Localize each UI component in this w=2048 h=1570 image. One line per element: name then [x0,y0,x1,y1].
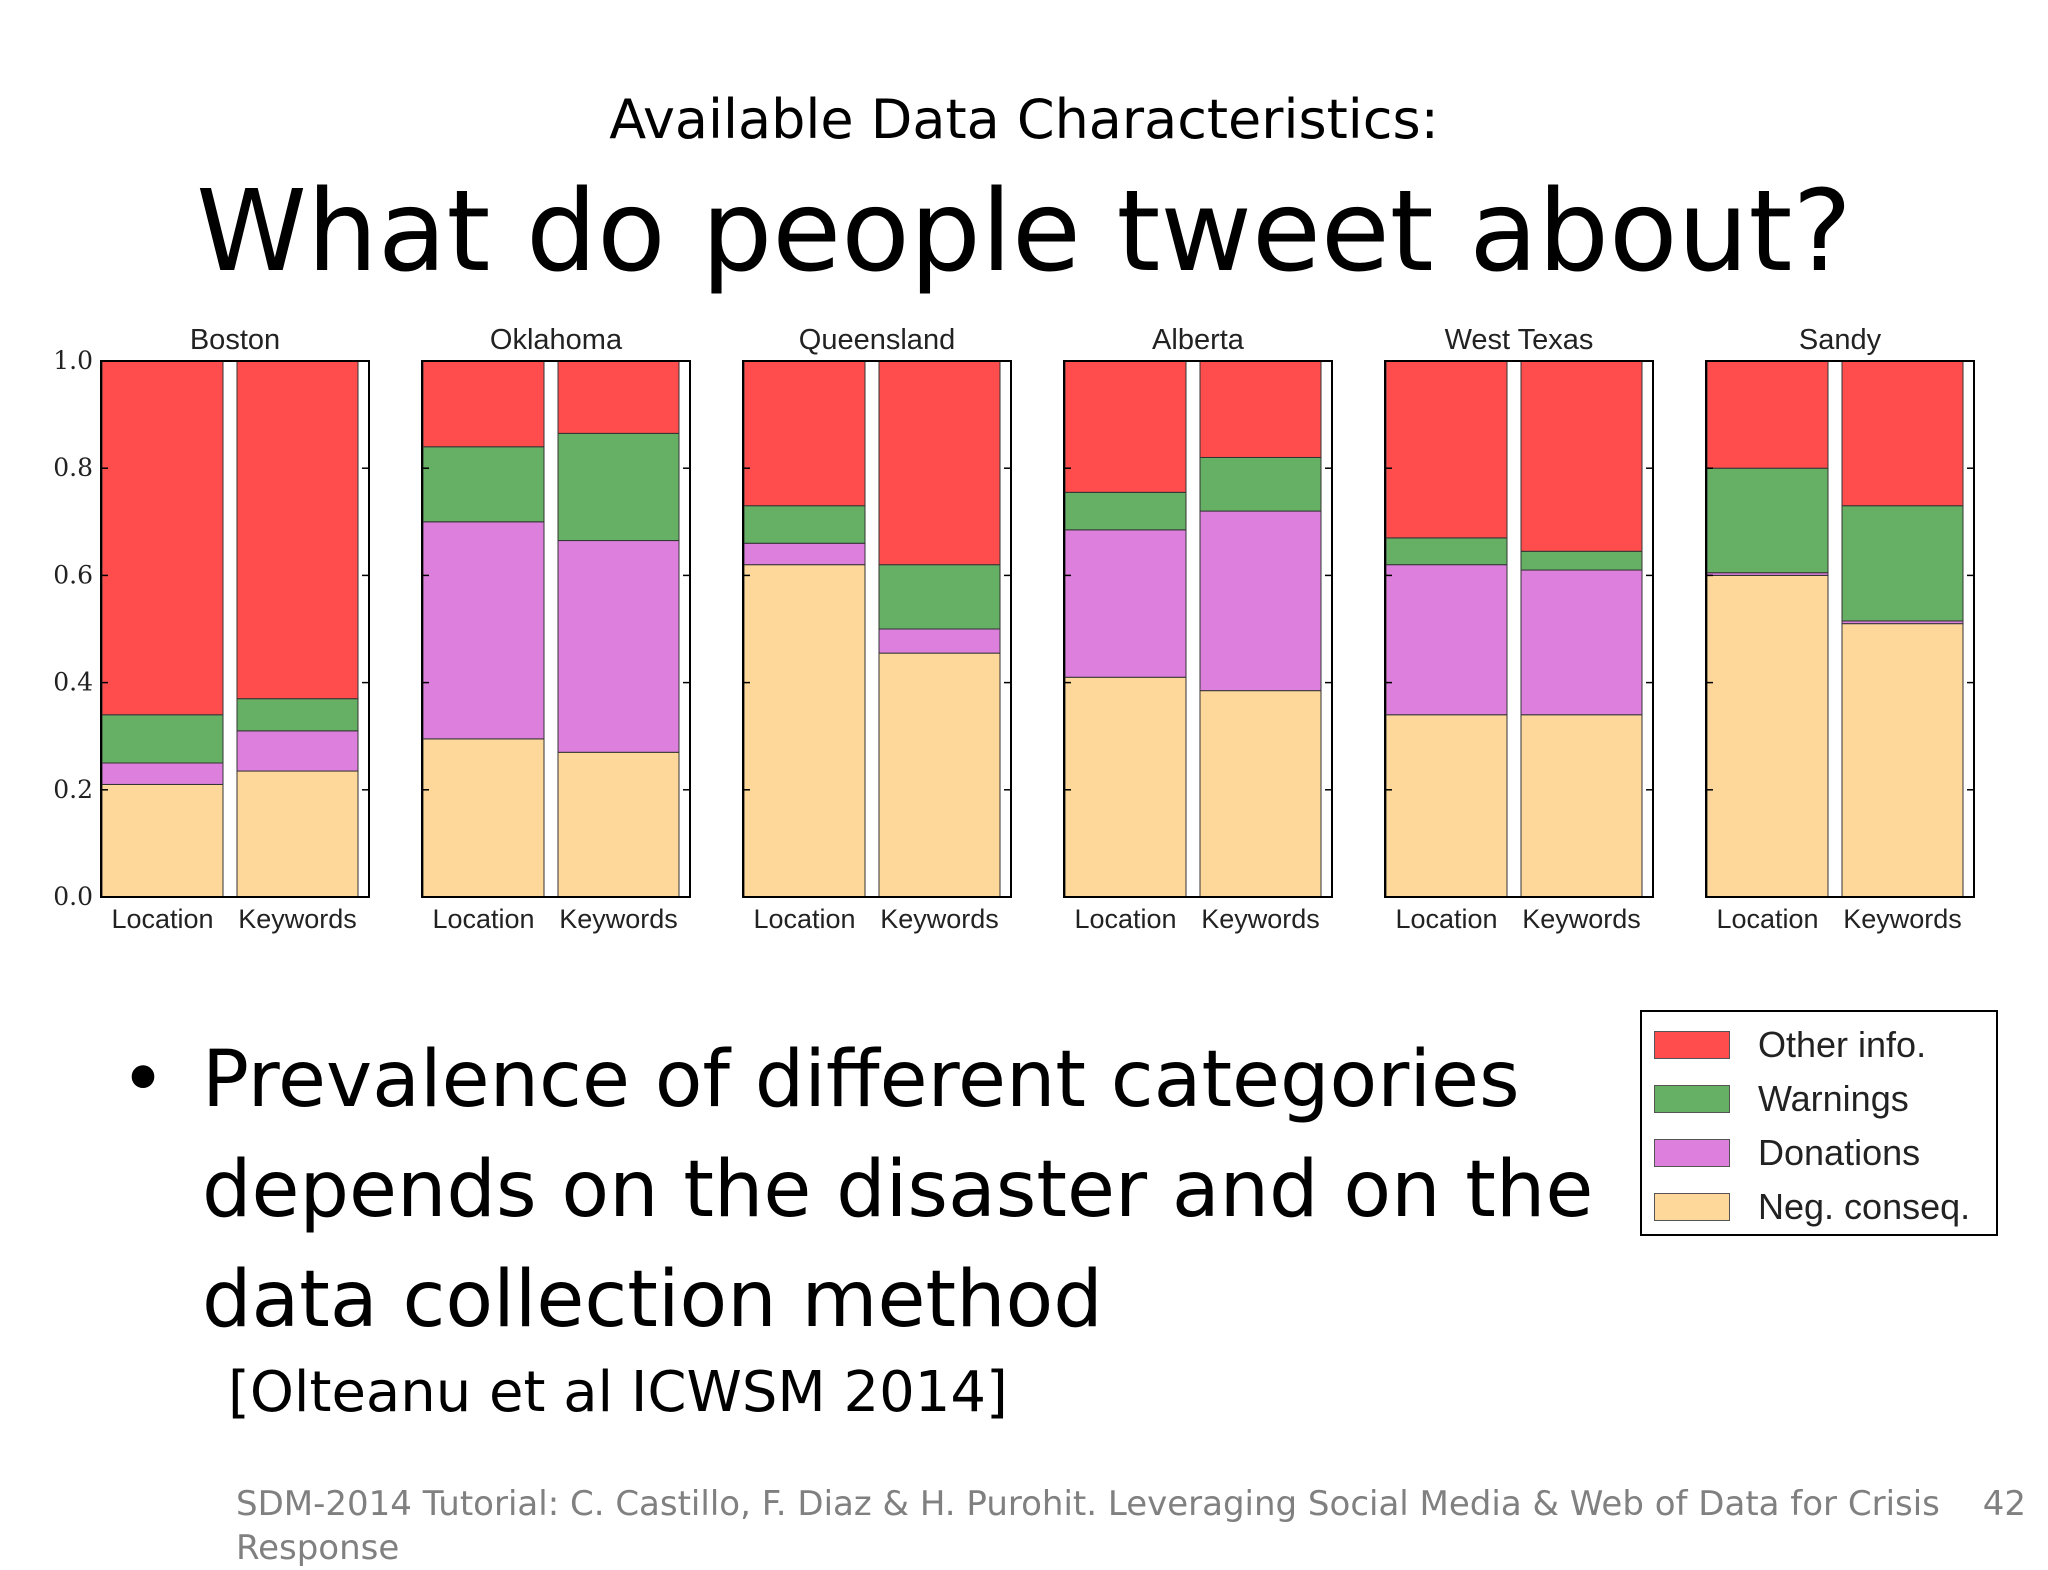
y-tick-label: 0.8 [53,453,93,482]
bar-segment [1064,529,1187,678]
bar-segment [1520,550,1643,571]
legend-label: Other info. [1758,1024,1927,1065]
bar-segment [1706,360,1829,469]
bar-segment [878,564,1001,630]
legend-item: Donations [1654,1132,1921,1173]
bar-segment [101,783,224,898]
bar-segment [236,360,359,700]
bar-segment [743,505,866,544]
bar-segment [1385,714,1508,898]
citation: [Olteanu et al ICWSM 2014] [228,1360,1008,1425]
legend-item: Other info. [1654,1024,1927,1065]
x-tick-label: Keywords [238,904,357,934]
bar-segment [236,770,359,898]
legend-item: Neg. conseq. [1654,1186,1971,1227]
bar-segment [1064,491,1187,531]
slide-subtitle: Available Data Characteristics: [609,88,1439,151]
x-tick-label: Location [1716,904,1818,934]
bar-segment [236,730,359,772]
bar-segment [1841,623,1964,898]
bar-segment [743,360,866,507]
legend-swatch [1654,1139,1730,1167]
x-tick-label: Location [111,904,213,934]
panel-title: Sandy [1799,324,1882,356]
bar-segment [1199,360,1322,458]
bar-segment [878,652,1001,898]
bar-segment [878,628,1001,654]
bar-segment [422,360,545,448]
panel-title: Boston [190,324,280,356]
bar-segment [422,446,545,523]
stacked-bar-chart: 0.0 0.2 0.4 0.6 0.8 1.0 Location Keywords Boston… [53,324,1975,934]
y-tick-label: 0.6 [53,560,93,589]
bar-segment [743,564,866,898]
slide-title: What do people tweet about? [196,167,1852,297]
bar-segment [101,360,224,716]
bar-segment [1064,676,1187,898]
bar-segment [1064,360,1187,493]
bar-segment [557,432,680,542]
y-tick-label: 1.0 [53,346,93,375]
x-tick-label: Keywords [1522,904,1641,934]
bar-segment [422,738,545,898]
legend-swatch [1654,1193,1730,1221]
bar-segment [557,540,680,753]
y-tick-label: 0.2 [53,775,93,804]
panel-title: Queensland [799,324,955,356]
bar-segment [557,360,680,434]
bar-segment [1385,360,1508,539]
bar-segment [1199,690,1322,898]
panel-frame [421,360,691,898]
x-tick-label: Keywords [559,904,678,934]
bar-segment [743,542,866,566]
page-number: 42 [1982,1484,2026,1524]
bar-segment [1199,456,1322,512]
x-tick-label: Keywords [1843,904,1962,934]
x-tick-label: Location [1074,904,1176,934]
x-tick-label: Location [432,904,534,934]
legend-label: Neg. conseq. [1758,1186,1971,1227]
bar-segment [1706,574,1829,898]
x-tick-label: Keywords [880,904,999,934]
legend-label: Donations [1758,1132,1921,1173]
bar-segment [1520,569,1643,716]
bar-segment [1841,360,1964,507]
bar-segment [1385,537,1508,566]
bar-segment [1706,467,1829,574]
bar-segment [236,698,359,732]
y-tick-label: 0.4 [53,668,93,697]
bar-segment [1841,505,1964,622]
bar-segment [1385,564,1508,716]
bar-segment [101,762,224,785]
bar-segment [422,521,545,740]
panel-frame [100,360,370,898]
bullet-dot: • [120,1035,167,1125]
x-tick-label: Location [1395,904,1497,934]
panel-title: West Texas [1445,324,1594,356]
chart-legend: Other info. Warnings Donations Neg. cons… [1640,1010,1998,1236]
bar-segment [1520,360,1643,552]
legend-label: Warnings [1758,1078,1909,1119]
bar-segment [878,360,1001,566]
bar-segment [557,751,680,898]
panel-frame [742,360,1012,898]
y-tick-label: 0.0 [53,882,93,911]
x-tick-label: Location [753,904,855,934]
panel-frame [1705,360,1975,898]
bar-segment [1520,714,1643,898]
panel-frame [1384,360,1654,898]
panel-title: Oklahoma [490,324,623,356]
bullet-text: Prevalence of different categories depen… [202,1035,1594,1345]
footer-text: SDM-2014 Tutorial: C. Castillo, F. Diaz … [236,1484,1940,1568]
bar-segment [101,714,224,764]
x-tick-label: Keywords [1201,904,1320,934]
panel-frame [1063,360,1333,898]
panel-title: Alberta [1152,324,1245,356]
bar-segment [1199,510,1322,692]
legend-swatch [1654,1085,1730,1113]
legend-item: Warnings [1654,1078,1909,1119]
legend-swatch [1654,1031,1730,1059]
